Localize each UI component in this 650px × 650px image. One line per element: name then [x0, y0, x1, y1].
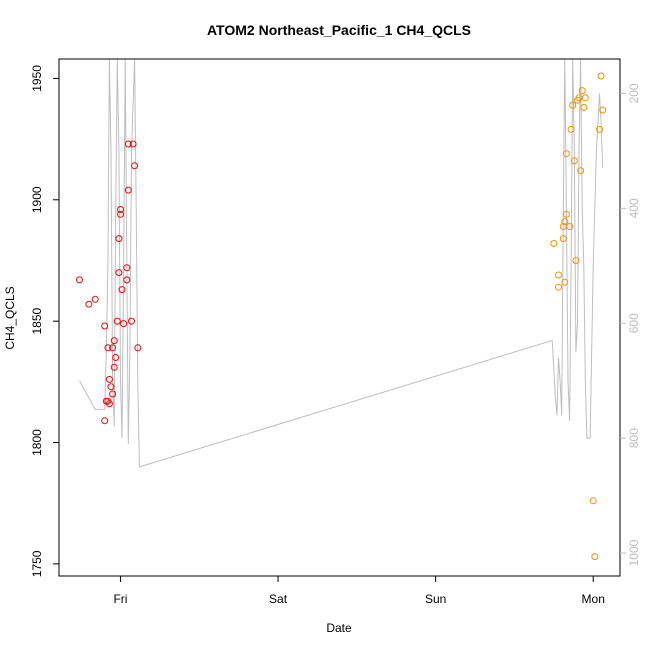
- data-point-series2-2: [555, 271, 562, 279]
- data-point-series1-30: [134, 344, 142, 352]
- data-point-series1-16: [113, 317, 121, 325]
- data-point-series1-15: [112, 354, 120, 361]
- y-left-tick-label-1900: 1900: [30, 186, 44, 213]
- data-point-series2-7: [562, 150, 570, 158]
- data-point-series2-24: [599, 106, 607, 114]
- y-right-tick-label-400: 400: [627, 198, 641, 218]
- data-point-series1-1: [85, 300, 93, 308]
- data-point-series2-12: [570, 157, 578, 165]
- data-point-series1-18: [115, 235, 123, 243]
- axes-layer: 1750 1800 1850 1900 1950 200 400 600 800 1000 Fri S…: [30, 58, 641, 606]
- data-point-series1-11: [109, 390, 117, 398]
- x-tick-label-mon: Mon: [582, 592, 605, 606]
- data-point-series1-9: [105, 400, 113, 408]
- data-point-series2-17: [578, 87, 586, 95]
- data-point-series1-24: [123, 276, 131, 284]
- data-point-series2-0: [550, 240, 558, 247]
- y-left-tick-label-1850: 1850: [30, 307, 44, 334]
- data-point-series1-25: [124, 140, 132, 148]
- data-point-series1-26: [124, 186, 132, 194]
- data-point-series2-22: [596, 125, 603, 133]
- data-point-series1-13: [110, 337, 118, 345]
- data-point-series2-4: [559, 235, 567, 243]
- y-axis-label: CH4_QCLS: [3, 286, 17, 349]
- data-points-layer: [76, 72, 607, 561]
- data-point-series2-21: [591, 553, 599, 561]
- data-point-series1-17: [115, 269, 123, 277]
- data-point-series2-20: [589, 497, 597, 505]
- data-point-series1-29: [131, 162, 139, 170]
- data-point-series1-0: [76, 276, 83, 284]
- data-point-series1-10: [107, 383, 115, 391]
- data-point-series1-23: [123, 264, 131, 272]
- x-tick-label-sun: Sun: [425, 592, 446, 606]
- chart-title: ATOM2 Northeast_Pacific_1 CH4_QCLS: [207, 22, 471, 38]
- data-point-series2-16: [577, 167, 585, 175]
- y-right-tick-label-600: 600: [627, 313, 641, 333]
- y-right-tick-label-800: 800: [627, 428, 641, 448]
- data-point-series2-10: [567, 125, 575, 133]
- data-point-series1-19: [117, 206, 124, 213]
- y-left-tick-label-1950: 1950: [30, 65, 44, 92]
- data-point-series1-21: [118, 286, 126, 294]
- data-point-series1-12: [109, 344, 117, 352]
- plot-frame: [58, 58, 621, 577]
- y-left-tick-label-1750: 1750: [30, 550, 44, 577]
- y-right-tick-label-1000: 1000: [627, 539, 641, 566]
- data-point-series2-13: [572, 257, 580, 264]
- data-point-series1-22: [120, 320, 128, 328]
- x-tick-label-sat: Sat: [269, 592, 288, 606]
- data-point-series2-5: [561, 218, 569, 226]
- data-point-series2-19: [581, 94, 589, 102]
- data-point-series2-8: [562, 210, 570, 218]
- data-point-series2-6: [561, 278, 569, 286]
- data-point-series1-3: [101, 322, 109, 330]
- data-point-series2-18: [580, 104, 588, 111]
- data-point-series1-2: [91, 295, 99, 303]
- data-point-series2-9: [566, 223, 574, 230]
- data-point-series1-7: [104, 344, 112, 352]
- x-tick-label-fri: Fri: [113, 592, 127, 606]
- data-point-series2-1: [555, 283, 562, 291]
- altitude-line: [79, 58, 604, 468]
- data-point-series2-23: [597, 72, 605, 80]
- y-left-tick-label-1800: 1800: [30, 429, 44, 456]
- data-point-series1-27: [128, 317, 135, 325]
- data-point-series1-4: [101, 417, 109, 425]
- data-point-series1-28: [129, 140, 137, 148]
- data-point-series1-14: [110, 363, 118, 371]
- altitude-line-layer: [79, 58, 604, 468]
- x-axis-label: Date: [326, 621, 352, 635]
- data-point-series2-11: [569, 101, 577, 109]
- data-point-series1-20: [117, 210, 124, 218]
- y-right-tick-label-200: 200: [627, 83, 641, 103]
- data-point-series1-8: [105, 375, 113, 383]
